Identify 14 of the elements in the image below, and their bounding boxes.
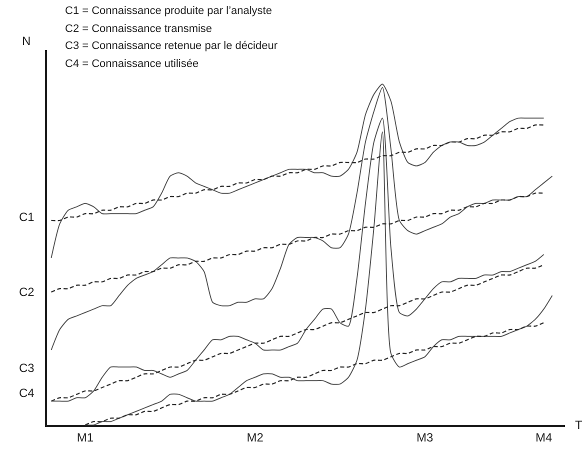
text: C4 = Connaissance utilisée (65, 58, 199, 70)
text: C1 (19, 210, 35, 224)
text: C2 (19, 285, 35, 299)
x-tick-label: M4 (535, 430, 552, 444)
text: C4 (19, 386, 35, 400)
x-tick-label: M2 (246, 430, 264, 444)
text: C3 = Connaissance retenue par le décideur (65, 40, 278, 52)
x-axis-title: T (575, 418, 583, 432)
y-axis-title: N (22, 34, 31, 48)
text: C2 = Connaissance transmise (65, 23, 212, 35)
text: C3 (19, 361, 35, 375)
text: C1 = Connaissance produite par l’analyste (65, 5, 272, 17)
x-tick-label: M1 (76, 430, 94, 444)
x-tick-label: M3 (416, 430, 434, 444)
